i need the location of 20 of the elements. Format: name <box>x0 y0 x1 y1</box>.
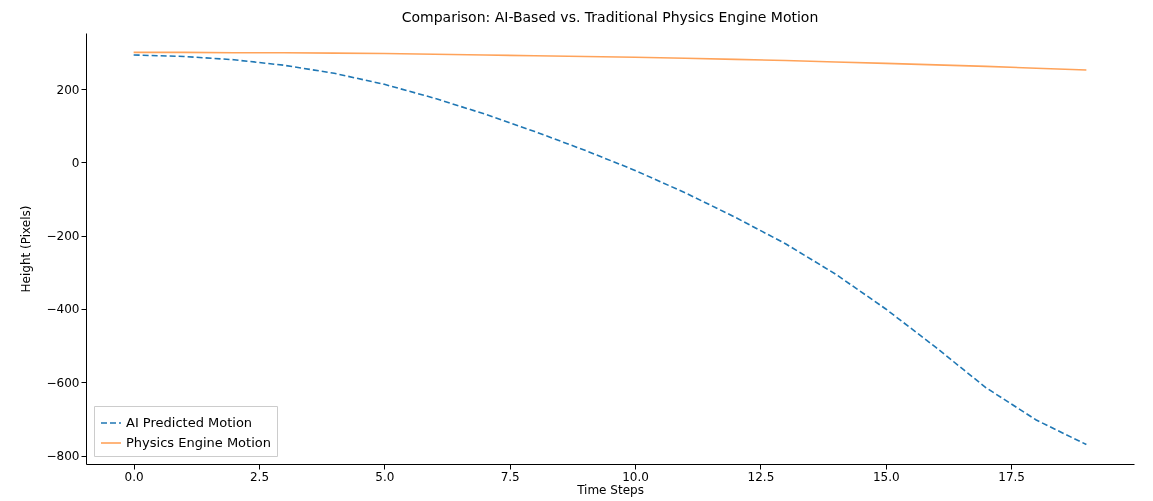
y-tick-label: −800 <box>46 449 80 464</box>
legend-label: AI Predicted Motion <box>126 415 253 430</box>
x-tick-label: 17.5 <box>998 469 1026 484</box>
x-tick-label: 5.0 <box>375 469 395 484</box>
y-tick-label: −600 <box>46 375 80 390</box>
x-tick-label: 0.0 <box>124 469 144 484</box>
x-tick-label: 12.5 <box>747 469 775 484</box>
x-tick-label: 2.5 <box>249 469 270 484</box>
x-tick-label: 15.0 <box>872 469 900 484</box>
line-series <box>132 51 1088 71</box>
x-tick-label: 10.0 <box>622 469 649 484</box>
y-tick-label: −400 <box>46 302 80 317</box>
x-tick-label: 7.5 <box>500 469 520 484</box>
chart-title: Comparison: AI-Based vs. Traditional Physics Engine Motion <box>401 9 819 25</box>
x-axis-title: Time Steps <box>576 482 644 497</box>
y-tick-label: 200 <box>56 82 80 97</box>
y-tick-label: −200 <box>46 229 80 244</box>
y-tick-label: 0 <box>71 155 80 170</box>
y-axis-title: Height (Pixels) <box>18 205 33 293</box>
legend-label: Physics Engine Motion <box>126 435 271 450</box>
